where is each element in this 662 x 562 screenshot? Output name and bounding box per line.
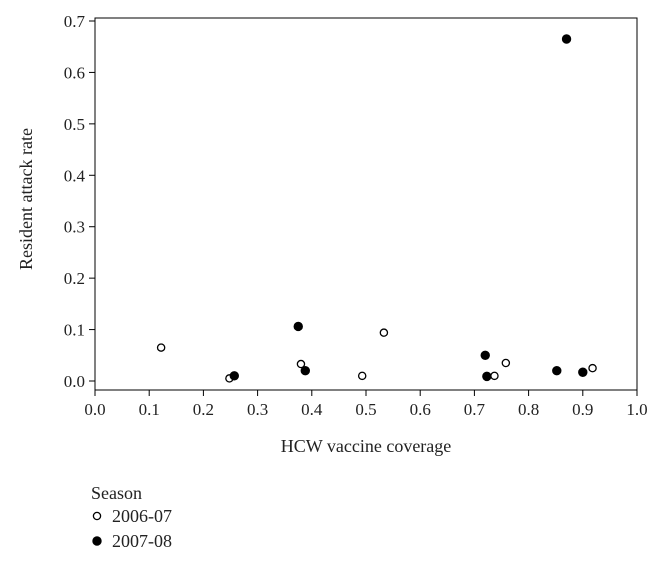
y-tick-label: 0.3 [64,218,85,237]
data-point-2006-07 [357,371,367,381]
x-tick-label: 0.8 [518,400,539,419]
data-point-2006-07 [296,359,306,369]
y-tick-label: 0.5 [64,115,85,134]
y-tick-label: 0.1 [64,321,85,340]
x-tick-label: 0.5 [355,400,376,419]
legend: Season 2006-07 2007-08 [91,483,172,551]
x-tick-label: 0.7 [464,400,486,419]
data-point-2006-07 [588,363,597,373]
legend-label-2006-07: 2006-07 [112,506,172,526]
y-tick-label: 0.0 [64,372,85,391]
x-tick-label: 0.0 [84,400,105,419]
x-tick-label: 0.4 [301,400,323,419]
data-points [156,34,597,383]
legend-title: Season [91,483,142,503]
x-tick-label: 0.2 [193,400,214,419]
x-tick-label: 0.9 [572,400,593,419]
y-tick-label: 0.4 [64,166,86,185]
data-point-2007-08 [293,321,303,332]
data-point-2006-07 [501,358,511,368]
y-tick-label: 0.7 [64,12,86,31]
data-point-2007-08 [561,34,572,44]
y-tick-label: 0.2 [64,269,85,288]
data-point-2007-08 [578,367,588,377]
x-axis-label: HCW vaccine coverage [281,436,452,456]
x-tick-label: 1.0 [626,400,647,419]
legend-marker-2007-08 [92,536,102,546]
x-axis: 0.0 0.1 0.2 0.3 0.4 0.5 0.6 0.7 0.8 0.9 1.0 [84,390,648,419]
legend-label-2007-08: 2007-08 [112,531,172,551]
x-tick-label: 0.3 [247,400,268,419]
y-axis-label: Resident attack rate [16,128,36,270]
y-axis: 0.0 0.1 0.2 0.3 0.4 0.5 0.6 0.7 [64,12,95,391]
data-point-2006-07 [156,343,166,352]
data-point-2007-08 [229,371,239,381]
y-tick-label: 0.6 [64,63,85,82]
data-point-2007-08 [300,366,310,376]
x-tick-label: 0.6 [410,400,431,419]
data-point-2006-07 [379,328,389,337]
data-point-2006-07 [490,371,499,381]
data-point-2007-08 [480,350,490,360]
data-point-2007-08 [552,366,562,376]
plot-frame [94,17,638,391]
data-point-2007-08 [482,371,492,382]
x-tick-label: 0.1 [139,400,160,419]
legend-marker-2006-07 [92,511,102,521]
